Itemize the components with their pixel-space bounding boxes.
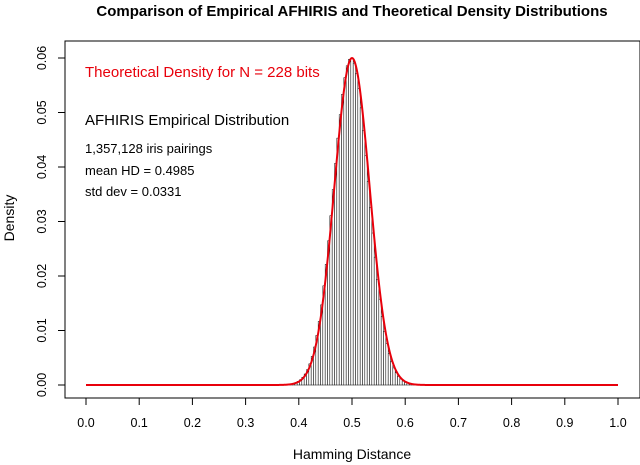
pairings-label: 1,357,128 iris pairings — [85, 141, 213, 156]
x-tick-label: 1.0 — [609, 416, 626, 430]
histogram-bar — [345, 65, 349, 386]
x-tick-label: 0.0 — [77, 416, 94, 430]
x-tick-label: 0.4 — [290, 416, 307, 430]
theoretical-density-line — [86, 56, 618, 386]
histogram-bar — [355, 73, 359, 386]
histogram-bar — [371, 232, 375, 386]
histogram-bar — [338, 114, 342, 386]
y-axis-label: Density — [1, 195, 17, 242]
histogram-bar — [341, 93, 345, 386]
histogram-bar — [352, 62, 356, 386]
theoretical-density-label: Theoretical Density for N = 228 bits — [85, 64, 320, 81]
histogram-bar — [362, 130, 366, 386]
y-tick-label: 0.04 — [35, 155, 49, 179]
x-tick-label: 0.7 — [450, 416, 467, 430]
histogram-bar — [334, 163, 338, 386]
histogram-bar — [350, 58, 354, 386]
histogram-bar — [348, 58, 352, 386]
x-tick-label: 0.5 — [343, 416, 360, 430]
y-tick-label: 0.03 — [35, 209, 49, 233]
histogram-bar — [364, 155, 368, 386]
histogram-bar — [383, 331, 387, 386]
histogram-bar — [357, 88, 361, 386]
histogram-bar — [378, 298, 382, 386]
y-tick-label: 0.00 — [35, 373, 49, 397]
empirical-histogram — [280, 58, 422, 386]
x-axis: 0.0 0.1 0.2 0.3 0.4 0.5 0.6 0.7 0.8 0.9 1.0 — [77, 397, 627, 430]
y-tick-label: 0.02 — [35, 264, 49, 288]
histogram-bar — [390, 361, 394, 386]
empirical-distribution-label: AFHIRIS Empirical Distribution — [85, 112, 289, 129]
y-axis: 0.00 0.01 0.02 0.03 0.04 0.05 0.06 — [35, 46, 66, 397]
histogram-bar — [366, 181, 370, 386]
histogram-bar — [380, 316, 384, 386]
histogram-bar — [369, 207, 373, 386]
histogram-bar — [359, 107, 363, 386]
histogram-bar — [376, 279, 380, 386]
histogram-bar — [343, 77, 347, 386]
x-tick-label: 0.6 — [397, 416, 414, 430]
std-dev-label: std dev = 0.0331 — [85, 184, 182, 199]
x-tick-label: 0.2 — [184, 416, 201, 430]
histogram-bar — [392, 367, 396, 386]
x-tick-label: 0.1 — [131, 416, 148, 430]
mean-hd-label: mean HD = 0.4985 — [85, 163, 194, 178]
y-tick-label: 0.05 — [35, 100, 49, 124]
histogram-bar — [387, 353, 391, 386]
histogram-bar — [336, 137, 340, 386]
x-axis-label: Hamming Distance — [293, 446, 411, 462]
x-tick-label: 0.3 — [237, 416, 254, 430]
histogram-bar — [385, 343, 389, 386]
y-tick-label: 0.06 — [35, 46, 49, 70]
chart-title: Comparison of Empirical AFHIRIS and Theo… — [96, 3, 607, 20]
x-tick-label: 0.9 — [556, 416, 573, 430]
histogram-bar — [373, 256, 377, 386]
histogram-bar — [331, 189, 335, 386]
x-tick-label: 0.8 — [503, 416, 520, 430]
y-tick-label: 0.01 — [35, 318, 49, 342]
